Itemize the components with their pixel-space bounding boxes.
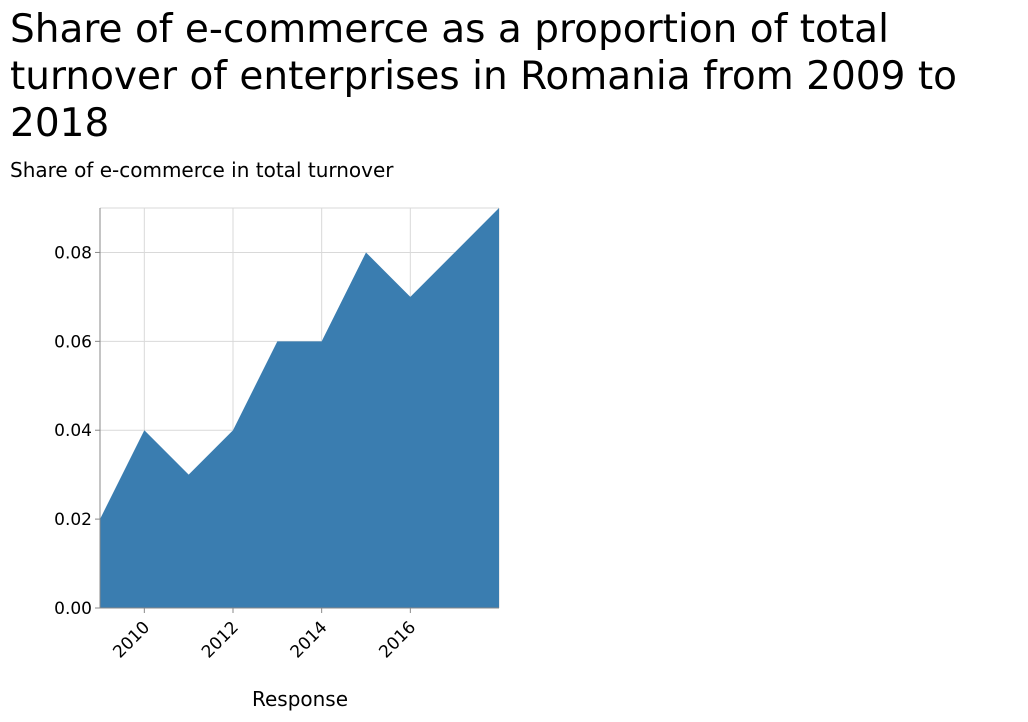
y-tick-label: 0.00	[54, 599, 92, 619]
x-axis-label: Response	[252, 687, 348, 711]
y-tick-label: 0.08	[54, 243, 92, 263]
y-tick-label: 0.06	[54, 332, 92, 352]
x-tick-label: 2010	[109, 618, 154, 663]
series-layer	[99, 207, 500, 608]
y-tick-label: 0.02	[54, 510, 92, 530]
x-tick-label: 2014	[287, 618, 332, 663]
y-tick-label: 0.04	[54, 421, 92, 441]
x-tick-label: 2012	[198, 618, 243, 663]
chart-title: Share of e-commerce as a proportion of t…	[10, 7, 957, 146]
y-axis-label: Share of e-commerce in total turnover	[10, 158, 394, 182]
x-tick-label: 2016	[375, 618, 420, 663]
series-area	[100, 208, 499, 608]
